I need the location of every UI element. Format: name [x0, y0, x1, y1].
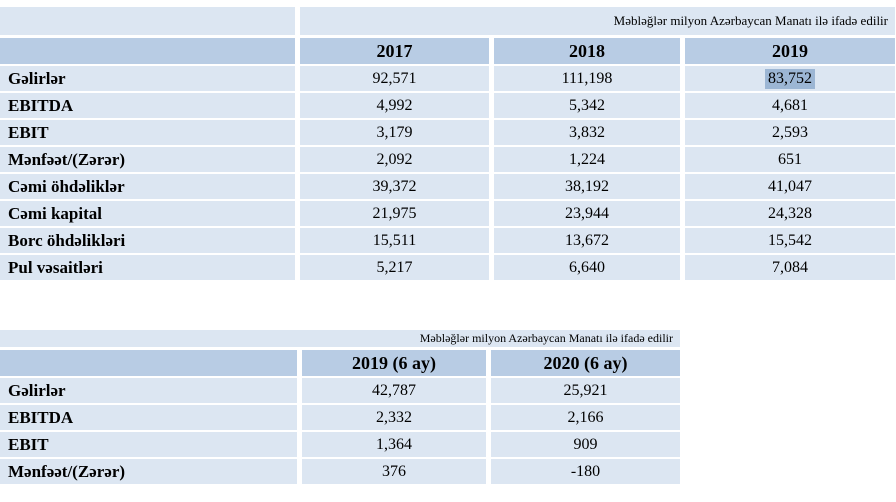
table-row-borc-ohdelikleri: Borc öhdəlikləri 15,511 13,672 15,542 — [0, 228, 896, 253]
row-label[interactable]: EBIT — [0, 432, 297, 457]
table1-caption-row: Məbləğlər milyon Azərbaycan Manatı ilə i… — [0, 7, 896, 35]
table-row-ebitda-h: EBITDA 2,332 2,166 — [0, 405, 680, 430]
table1-header-row: 2017 2018 2019 — [0, 38, 896, 64]
row-label[interactable]: EBIT — [0, 120, 295, 145]
value-cell[interactable]: 111,198 — [494, 66, 680, 91]
half-year-financials-table: Məbləğlər milyon Azərbaycan Manatı ilə i… — [0, 330, 680, 486]
value-cell[interactable]: 2,332 — [302, 405, 486, 430]
value-cell[interactable]: 15,542 — [685, 228, 895, 253]
value-cell[interactable]: 1,224 — [494, 147, 680, 172]
row-label[interactable]: Pul vəsaitləri — [0, 255, 295, 280]
table2-amounts-note[interactable]: Məbləğlər milyon Azərbaycan Manatı ilə i… — [0, 330, 680, 347]
value-cell[interactable]: 7,084 — [685, 255, 895, 280]
row-label[interactable]: Gəlirlər — [0, 378, 297, 403]
value-cell[interactable]: 376 — [302, 459, 486, 484]
table1-header-empty-cell — [0, 38, 295, 64]
row-label[interactable]: EBITDA — [0, 405, 297, 430]
column-header-2019-6ay[interactable]: 2019 (6 ay) — [302, 350, 486, 376]
value-cell[interactable]: -180 — [491, 459, 680, 484]
value-cell[interactable]: 39,372 — [300, 174, 489, 199]
table2-header-row: 2019 (6 ay) 2020 (6 ay) — [0, 350, 680, 376]
value-cell[interactable]: 651 — [685, 147, 895, 172]
table-row-pul-vesaitleri: Pul vəsaitləri 5,217 6,640 7,084 — [0, 255, 896, 280]
table-row-ebitda: EBITDA 4,992 5,342 4,681 — [0, 93, 896, 118]
column-header-2020-6ay[interactable]: 2020 (6 ay) — [491, 350, 680, 376]
table-row-menfeet-h: Mənfəət/(Zərər) 376 -180 — [0, 459, 680, 484]
value-cell[interactable]: 15,511 — [300, 228, 489, 253]
row-label[interactable]: Borc öhdəlikləri — [0, 228, 295, 253]
column-header-2017[interactable]: 2017 — [300, 38, 489, 64]
value-cell[interactable]: 3,832 — [494, 120, 680, 145]
row-label[interactable]: Gəlirlər — [0, 66, 295, 91]
column-header-2019[interactable]: 2019 — [685, 38, 895, 64]
annual-financials-table: Məbləğlər milyon Azərbaycan Manatı ilə i… — [0, 7, 896, 282]
table-row-ebit-h: EBIT 1,364 909 — [0, 432, 680, 457]
table1-caption-empty-cell — [0, 7, 295, 35]
value-cell[interactable]: 42,787 — [302, 378, 486, 403]
table-row-ebit: EBIT 3,179 3,832 2,593 — [0, 120, 896, 145]
value-cell[interactable]: 5,217 — [300, 255, 489, 280]
table-row-menfeet: Mənfəət/(Zərər) 2,092 1,224 651 — [0, 147, 896, 172]
row-label[interactable]: EBITDA — [0, 93, 295, 118]
value-cell[interactable]: 2,166 — [491, 405, 680, 430]
table-row-cemi-kapital: Cəmi kapital 21,975 23,944 24,328 — [0, 201, 896, 226]
value-cell[interactable]: 92,571 — [300, 66, 489, 91]
value-cell[interactable]: 909 — [491, 432, 680, 457]
value-cell[interactable]: 38,192 — [494, 174, 680, 199]
value-cell[interactable]: 5,342 — [494, 93, 680, 118]
value-cell[interactable]: 41,047 — [685, 174, 895, 199]
value-cell[interactable]: 4,992 — [300, 93, 489, 118]
table-row-cemi-ohdelikler: Cəmi öhdəliklər 39,372 38,192 41,047 — [0, 174, 896, 199]
value-cell[interactable]: 1,364 — [302, 432, 486, 457]
value-cell[interactable]: 23,944 — [494, 201, 680, 226]
value-cell[interactable]: 4,681 — [685, 93, 895, 118]
value-cell[interactable]: 2,593 — [685, 120, 895, 145]
table2-header-empty-cell — [0, 350, 297, 376]
row-label[interactable]: Mənfəət/(Zərər) — [0, 147, 295, 172]
value-cell[interactable]: 25,921 — [491, 378, 680, 403]
value-cell[interactable]: 3,179 — [300, 120, 489, 145]
row-label[interactable]: Cəmi öhdəliklər — [0, 174, 295, 199]
row-label[interactable]: Cəmi kapital — [0, 201, 295, 226]
table2-caption-row: Məbləğlər milyon Azərbaycan Manatı ilə i… — [0, 330, 680, 347]
row-label[interactable]: Mənfəət/(Zərər) — [0, 459, 297, 484]
value-cell[interactable]: 21,975 — [300, 201, 489, 226]
table-row-gelirler: Gəlirlər 92,571 111,198 83,752 — [0, 66, 896, 91]
column-header-2018[interactable]: 2018 — [494, 38, 680, 64]
value-cell[interactable]: 13,672 — [494, 228, 680, 253]
table-row-gelirler-h: Gəlirlər 42,787 25,921 — [0, 378, 680, 403]
value-cell[interactable]: 83,752 — [685, 66, 895, 91]
table1-amounts-note[interactable]: Məbləğlər milyon Azərbaycan Manatı ilə i… — [300, 7, 895, 35]
value-cell[interactable]: 6,640 — [494, 255, 680, 280]
value-cell[interactable]: 2,092 — [300, 147, 489, 172]
value-cell[interactable]: 24,328 — [685, 201, 895, 226]
selected-value[interactable]: 83,752 — [765, 68, 815, 89]
